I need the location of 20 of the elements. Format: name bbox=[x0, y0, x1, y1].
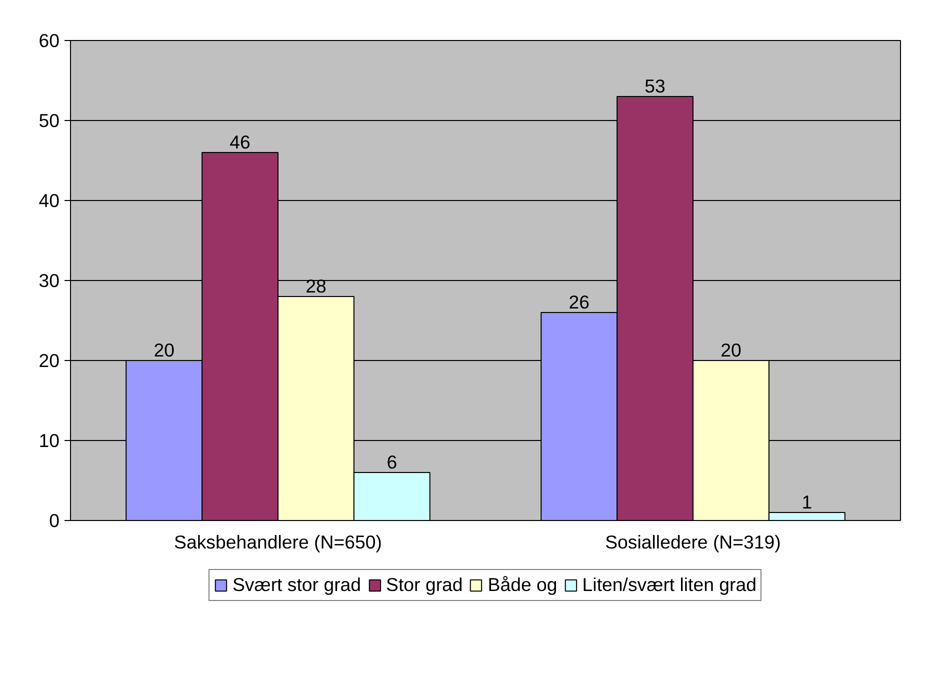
y-tick-label: 30 bbox=[38, 270, 60, 291]
data-label: 46 bbox=[230, 132, 250, 152]
y-tick-label: 50 bbox=[38, 110, 60, 131]
x-tick-label: Sosialledere (N=319) bbox=[605, 532, 781, 552]
x-tick-label: Saksbehandlere (N=650) bbox=[174, 532, 382, 552]
data-label: 6 bbox=[386, 452, 398, 472]
legend-label: Svært stor grad bbox=[232, 574, 362, 596]
legend-label: Både og bbox=[488, 574, 558, 596]
y-tick-label: 60 bbox=[38, 30, 60, 51]
data-label: 20 bbox=[720, 340, 742, 360]
y-tick-label: 10 bbox=[38, 430, 60, 451]
y-tick-label: 20 bbox=[38, 350, 60, 371]
legend-label: Liten/svært liten grad bbox=[582, 574, 757, 596]
data-label: 53 bbox=[644, 76, 666, 96]
data-label: 26 bbox=[568, 292, 590, 312]
y-tick-label: 40 bbox=[38, 190, 60, 211]
legend-label: Stor grad bbox=[386, 574, 463, 596]
data-label: 1 bbox=[802, 492, 812, 512]
y-tick-label: 0 bbox=[49, 510, 60, 531]
data-label: 20 bbox=[154, 340, 174, 360]
